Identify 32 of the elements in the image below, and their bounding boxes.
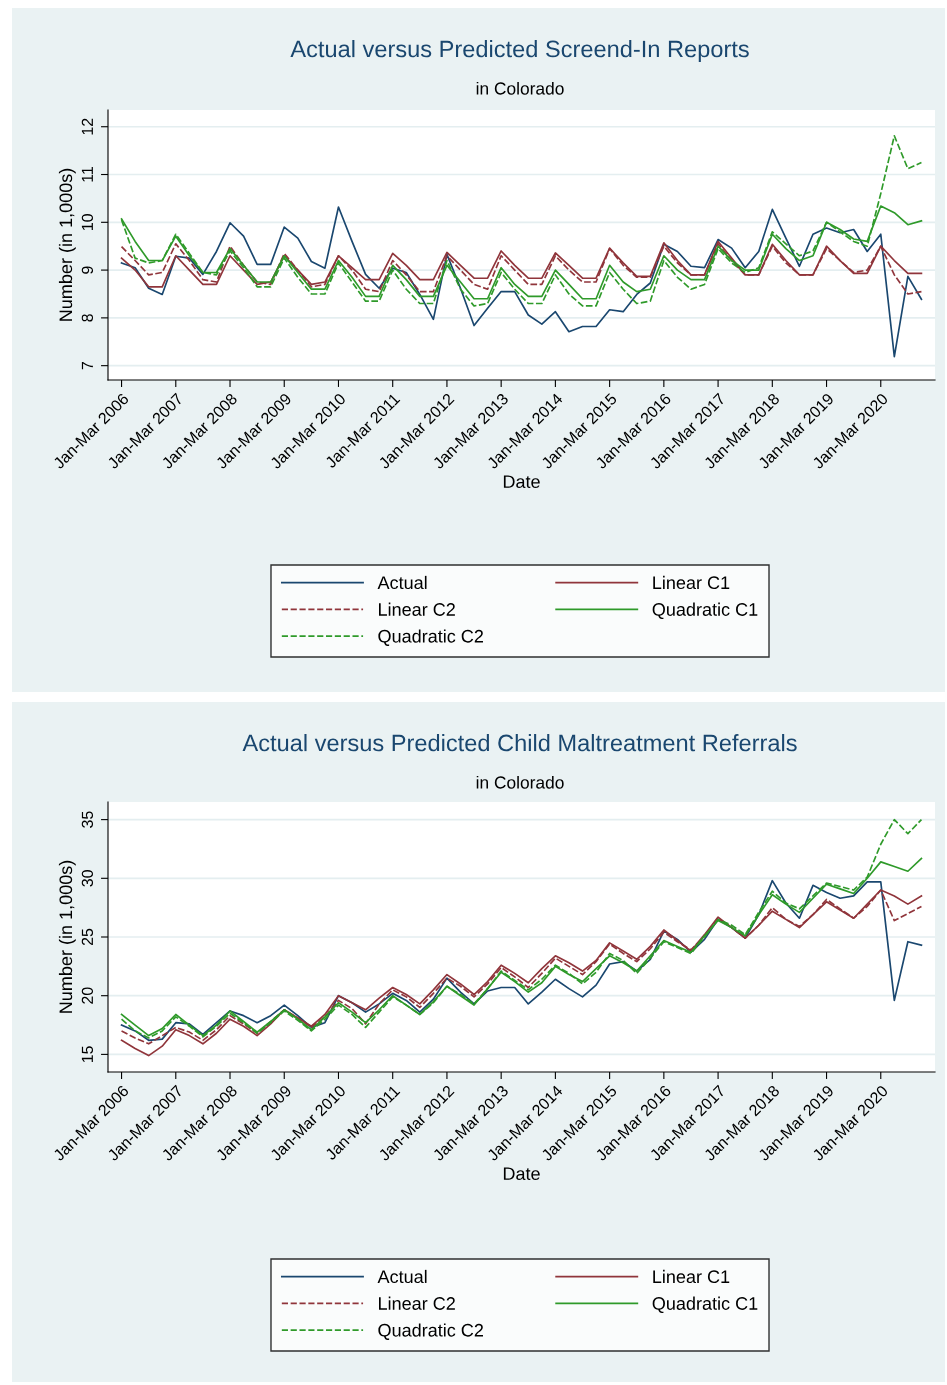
x-axis-title: Date: [503, 475, 540, 489]
y-tick-label: 12: [81, 118, 93, 135]
chart-subtitle: in Colorado: [476, 775, 564, 789]
y-axis-title: Number (in 1,000s): [58, 168, 76, 321]
legend-label: Quadratic C1: [652, 602, 758, 620]
chart-subtitle: in Colorado: [476, 81, 564, 95]
line-series: [120, 242, 923, 295]
x-axis-title: Date: [503, 1167, 540, 1181]
legend-label: Linear C1: [653, 575, 730, 590]
y-tick-label: 9: [81, 266, 94, 274]
y-tick-label: 7: [81, 362, 93, 370]
legend-label: Quadratic C1: [652, 1296, 758, 1314]
y-tick-label: 8: [81, 314, 94, 322]
legend-label: Linear C2: [379, 602, 455, 616]
legend-label: Actual: [377, 575, 427, 590]
line-series: [120, 206, 923, 358]
legend-label: Linear C2: [379, 1296, 455, 1310]
y-axis-title: Number (in 1,000s): [58, 860, 76, 1013]
legend-label: Quadratic C2: [378, 1323, 483, 1340]
y-tick-label: 35: [81, 811, 94, 828]
y-tick-label: 15: [81, 1046, 94, 1063]
legend-label: Actual: [377, 1269, 427, 1284]
legend-label: Linear C1: [653, 1269, 730, 1284]
y-tick-label: 25: [81, 928, 94, 946]
y-tick-label: 11: [81, 167, 93, 182]
legend-label: Quadratic C2: [378, 629, 483, 646]
y-tick-label: 30: [81, 870, 94, 887]
chart-title: Actual versus Predicted Screend-In Reports: [290, 40, 749, 63]
chart-title: Actual versus Predicted Child Maltreatment Referrals: [242, 733, 797, 752]
y-tick-label: 10: [81, 214, 94, 230]
line-series: [120, 818, 923, 1039]
y-tick-label: 20: [81, 987, 94, 1004]
